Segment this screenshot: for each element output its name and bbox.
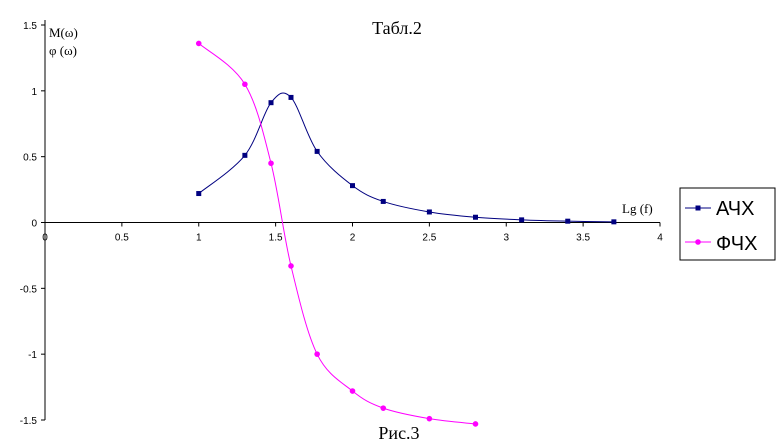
data-point-achx	[196, 191, 202, 197]
legend-label-achx: АЧХ	[716, 198, 754, 220]
data-point-fchx	[268, 160, 274, 167]
series-line-fchx	[198, 43, 476, 425]
x-tick-label: 3.5	[576, 233, 590, 244]
data-point-fchx	[242, 81, 248, 88]
x-tick-label: 0	[42, 233, 48, 244]
y-tick-label: 1.5	[23, 21, 37, 32]
data-point-fchx	[288, 263, 294, 269]
y-tick-label: -1	[28, 350, 37, 361]
y-axis-label-magnitude: M(ω)	[49, 25, 78, 40]
x-tick-label: 1.5	[269, 233, 283, 244]
series-layer	[198, 43, 614, 425]
legend-label-fchx: ФЧХ	[716, 233, 757, 255]
data-point-fchx	[195, 40, 202, 47]
x-tick-label: 3	[503, 233, 509, 244]
data-point-fchx	[472, 421, 479, 427]
data-point-achx	[473, 214, 478, 220]
legend-marker-fchx	[695, 239, 701, 245]
y-axis-label-phase: φ (ω)	[49, 43, 77, 58]
x-tick-label: 2.5	[422, 233, 436, 244]
legend: АЧХ ФЧХ	[679, 187, 776, 261]
markers-layer	[195, 40, 617, 427]
figure-caption: Рис.3	[378, 423, 419, 443]
data-point-fchx	[426, 415, 433, 422]
y-tick-label: 0.5	[23, 153, 37, 164]
legend-marker-achx	[695, 205, 701, 211]
data-point-fchx	[349, 388, 356, 394]
x-tick-label: 1	[196, 233, 202, 244]
x-tick-label: 0.5	[115, 233, 129, 244]
x-tick-label: 4	[657, 233, 663, 244]
y-tick-label: 0	[31, 219, 37, 230]
data-point-achx	[350, 183, 355, 189]
y-tick-label: -0.5	[20, 284, 38, 295]
legend-box	[679, 187, 776, 261]
series-line-achx	[198, 92, 614, 223]
data-point-achx	[288, 94, 294, 100]
data-point-achx	[314, 148, 320, 154]
data-point-achx	[268, 100, 274, 106]
data-point-achx	[519, 217, 525, 223]
data-point-achx	[380, 198, 386, 204]
data-point-achx	[565, 218, 571, 224]
y-tick-label: -1.5	[20, 416, 38, 427]
y-tick-label: 1	[31, 87, 37, 98]
chart-title: Табл.2	[372, 18, 422, 38]
data-point-fchx	[380, 405, 387, 411]
axes: 1.5 1 0.5 0 -0.5 -1 -1.5 0 0.5 1 1.5 2 2.5 3 3.5 4	[20, 20, 663, 427]
data-point-achx	[611, 219, 617, 225]
x-tick-label: 2	[350, 233, 356, 244]
data-point-fchx	[314, 351, 320, 357]
data-point-achx	[242, 152, 248, 158]
x-axis-label: Lg (f)	[622, 201, 653, 216]
data-point-achx	[426, 209, 432, 215]
